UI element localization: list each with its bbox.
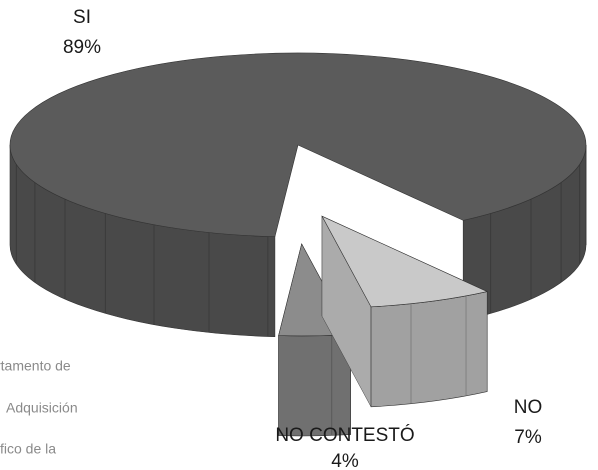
slice-value-label: 7%	[514, 427, 542, 448]
slice	[9, 52, 587, 238]
slice-label: SI	[73, 7, 91, 28]
slice-value-label: 89%	[63, 37, 101, 58]
slice	[321, 215, 489, 308]
slice-label: NO CONTESTÓ	[275, 424, 414, 446]
pie	[9, 52, 587, 437]
background-text: fico de la	[0, 441, 56, 457]
slice-side	[370, 291, 488, 408]
slice-value-label: 4%	[331, 451, 359, 470]
background-text: Adquisición	[6, 400, 78, 416]
background-text: rtamento de	[0, 358, 71, 374]
slice-label: NO	[514, 397, 543, 418]
